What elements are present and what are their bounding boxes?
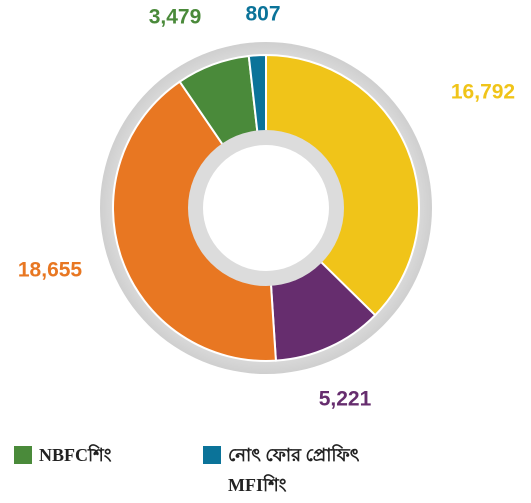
data-label: 807: [245, 3, 280, 26]
legend-item: নোৎ ফোর প্ৰোফিৎ MFIশিং: [203, 440, 403, 500]
legend-label: NBFCশিং: [39, 445, 112, 465]
data-label: 3,479: [149, 6, 202, 29]
legend-swatch: [203, 446, 221, 464]
legend-swatch: [14, 446, 32, 464]
data-label: 18,655: [18, 259, 83, 282]
chart: 16,792 5,221 18,655 3,479 807: [18, 3, 515, 411]
data-label: 5,221: [319, 388, 372, 411]
legend-label: নোৎ ফোর প্ৰোফিৎ MFIশিং: [228, 445, 360, 495]
legend-item: NBFCশিং: [14, 440, 184, 470]
hole: [203, 145, 329, 271]
data-label: 16,792: [451, 81, 515, 104]
